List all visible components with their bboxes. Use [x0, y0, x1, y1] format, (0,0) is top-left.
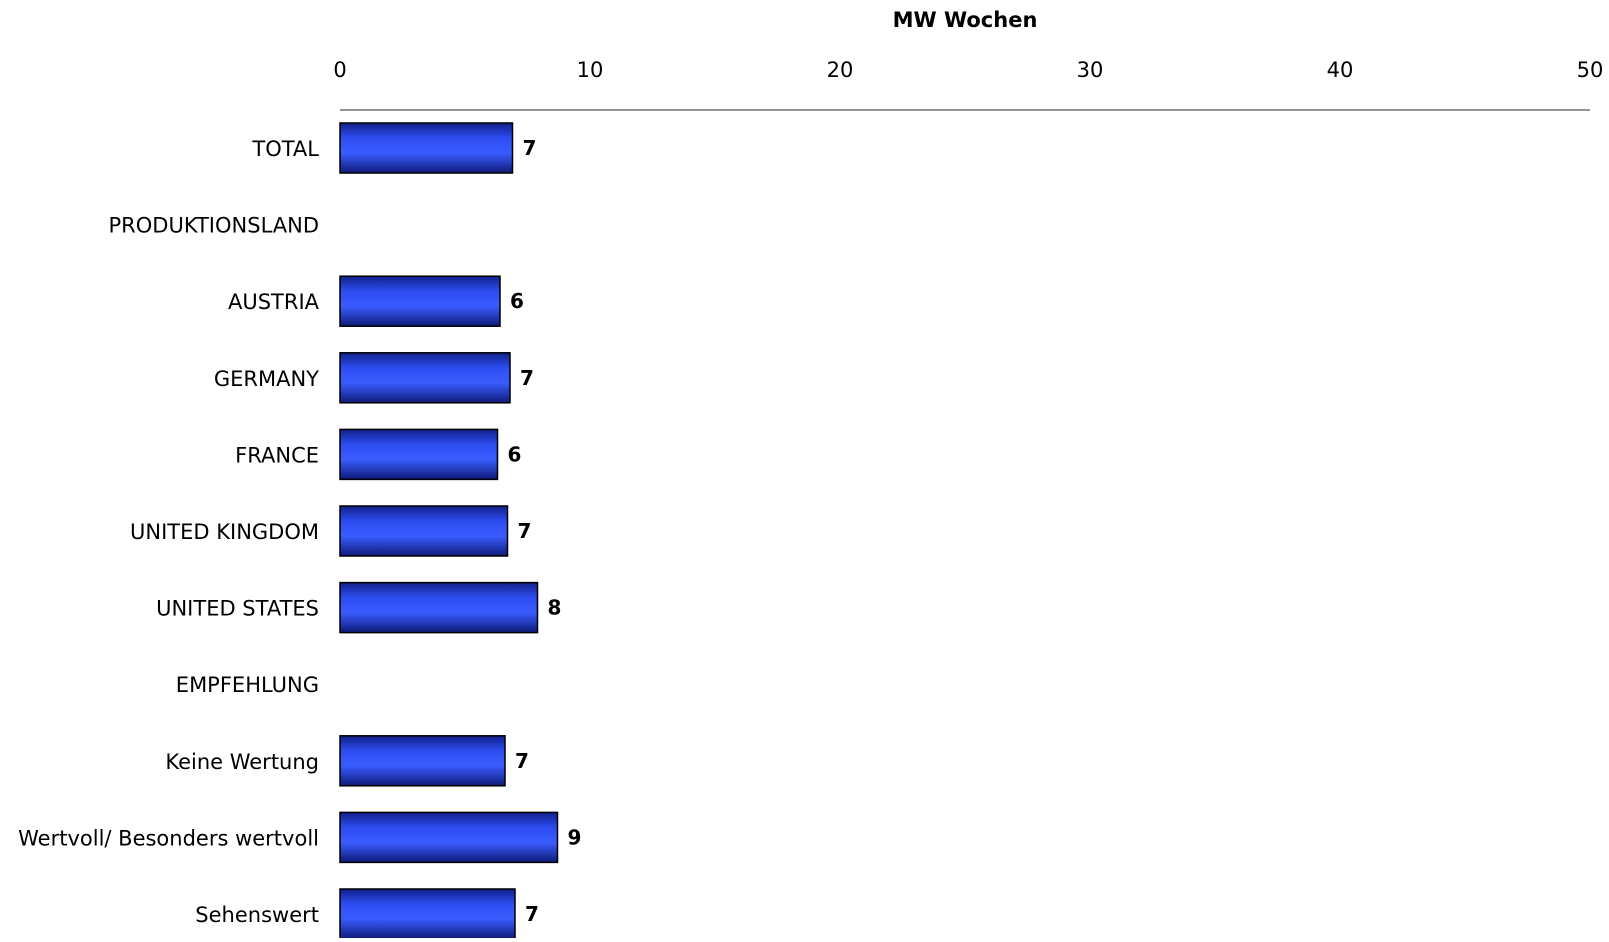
data-label: 7	[525, 902, 539, 926]
bar	[339, 428, 499, 481]
bar	[339, 122, 514, 174]
x-tick-label: 50	[1577, 58, 1604, 82]
bar	[339, 352, 511, 404]
category-label: UNITED STATES	[156, 597, 319, 621]
data-label: 8	[548, 596, 562, 620]
bar	[339, 888, 516, 940]
x-tick-label: 40	[1327, 58, 1354, 82]
bars-group	[339, 122, 559, 940]
category-label: GERMANY	[214, 367, 319, 391]
category-label: UNITED KINGDOM	[130, 520, 319, 544]
category-label: Sehenswert	[195, 903, 319, 927]
data-label: 9	[568, 825, 582, 849]
bar	[339, 735, 506, 787]
bar	[339, 581, 539, 634]
data-label: 7	[515, 749, 529, 773]
data-label: 7	[518, 519, 532, 543]
data-label: 7	[520, 366, 534, 390]
category-label: TOTAL	[251, 137, 319, 161]
category-label: FRANCE	[235, 443, 319, 467]
data-labels: 7 6 7 6 7 8 7 9 7	[508, 136, 582, 926]
bar	[339, 811, 559, 864]
bar	[339, 505, 509, 557]
category-label: Keine Wertung	[165, 750, 319, 774]
data-label: 7	[523, 136, 537, 160]
x-tick-label: 0	[333, 58, 346, 82]
x-axis-title: MW Wochen	[893, 8, 1038, 32]
bar	[339, 275, 501, 327]
category-label: PRODUKTIONSLAND	[109, 214, 319, 238]
x-tick-label: 30	[1077, 58, 1104, 82]
category-labels: TOTAL PRODUKTIONSLAND AUSTRIA GERMANY FRANCE…	[18, 137, 319, 927]
data-label: 6	[508, 442, 522, 466]
category-label: AUSTRIA	[228, 290, 320, 314]
category-label: EMPFEHLUNG	[176, 673, 319, 697]
x-tick-label: 10	[577, 58, 604, 82]
category-label: Wertvoll/ Besonders wertvoll	[18, 826, 319, 850]
x-axis-ticks: 0 10 20 30 40 50	[333, 58, 1603, 82]
x-tick-label: 20	[827, 58, 854, 82]
data-label: 6	[510, 289, 524, 313]
